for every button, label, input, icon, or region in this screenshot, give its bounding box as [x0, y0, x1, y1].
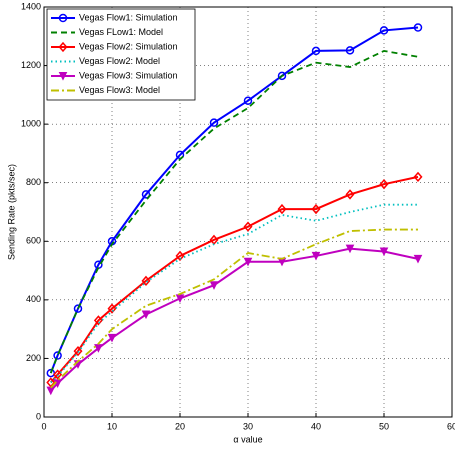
x-tick-label: 40 — [311, 421, 321, 431]
y-tick-label: 1200 — [21, 60, 41, 70]
x-tick-label: 50 — [379, 421, 389, 431]
series-line — [49, 26, 419, 374]
legend-box — [46, 8, 196, 101]
legend: Vegas Flow1: Simulation Vegas FLow1: Mode… — [46, 8, 196, 101]
marker — [73, 304, 83, 313]
legend-marker — [58, 41, 68, 53]
y-tick-label: 1000 — [21, 119, 41, 129]
x-axis-label: α value — [233, 434, 262, 444]
y-tick-label: 600 — [26, 236, 41, 246]
marker — [141, 275, 151, 286]
marker — [379, 26, 389, 35]
marker — [107, 303, 117, 314]
y-axis-label: Sending Rate (pkts/sec) — [6, 164, 16, 260]
marker — [209, 281, 219, 290]
legend-marker — [58, 72, 68, 81]
marker — [107, 333, 117, 343]
x-tick-label: 0 — [41, 421, 46, 431]
series-line — [50, 203, 418, 384]
marker — [413, 23, 423, 32]
marker — [379, 247, 389, 257]
legend-label: Vegas Flow2: Model — [79, 56, 160, 66]
marker — [243, 257, 253, 267]
y-tick-label: 400 — [26, 294, 41, 304]
y-tick-label: 0 — [36, 411, 41, 421]
marker — [277, 71, 287, 81]
marker — [277, 203, 287, 215]
marker — [46, 368, 56, 378]
marker — [345, 189, 355, 200]
marker — [73, 345, 83, 357]
marker — [379, 179, 389, 190]
marker — [141, 190, 151, 199]
series-line — [50, 175, 419, 384]
marker — [311, 251, 321, 261]
marker — [53, 369, 63, 380]
y-tick-label: 200 — [26, 353, 41, 363]
x-tick-label: 60 — [447, 421, 455, 431]
legend-label: Vegas Flow2: Simulation — [79, 41, 178, 51]
legend-label: Vegas Flow1: Simulation — [79, 12, 178, 22]
marker — [311, 203, 321, 215]
legend-label: Vegas FLow1: Model — [79, 27, 163, 37]
marker — [243, 221, 253, 232]
marker — [311, 46, 321, 56]
legend-marker — [58, 13, 68, 23]
legend-label: Vegas Flow3: Simulation — [79, 70, 178, 80]
x-tick-label: 30 — [243, 421, 253, 431]
marker — [175, 250, 185, 262]
marker — [141, 310, 151, 320]
marker — [413, 171, 423, 182]
y-tick-label: 1400 — [21, 1, 41, 11]
marker — [209, 118, 219, 127]
legend-label: Vegas Flow3: Model — [79, 85, 160, 95]
marker — [93, 315, 103, 326]
marker — [345, 244, 355, 254]
marker — [243, 96, 253, 105]
marker — [345, 46, 355, 55]
y-tick-label: 800 — [26, 177, 41, 187]
x-tick-label: 20 — [175, 421, 185, 431]
series-line — [49, 49, 419, 374]
plot-frame — [43, 6, 453, 418]
series-line — [50, 228, 418, 389]
marker — [53, 351, 62, 360]
marker — [413, 254, 423, 264]
x-tick-label: 10 — [107, 421, 117, 431]
